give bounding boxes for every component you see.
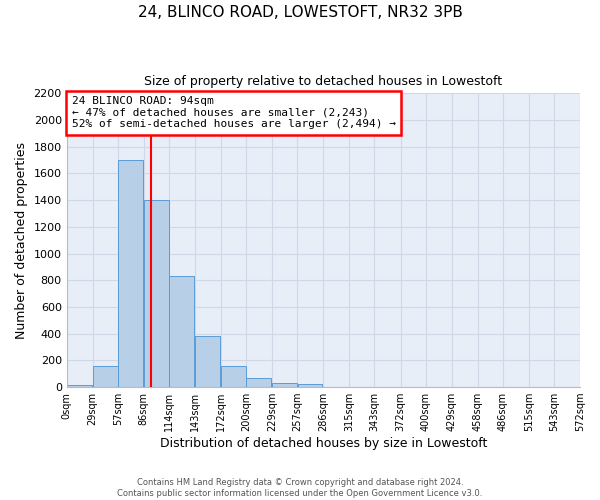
Text: Contains HM Land Registry data © Crown copyright and database right 2024.
Contai: Contains HM Land Registry data © Crown c… — [118, 478, 482, 498]
Title: Size of property relative to detached houses in Lowestoft: Size of property relative to detached ho… — [144, 75, 502, 88]
Bar — [67, 385, 92, 387]
Bar — [93, 366, 118, 387]
Bar — [195, 336, 220, 387]
Bar — [247, 378, 271, 387]
Bar — [272, 383, 297, 387]
Text: 24 BLINCO ROAD: 94sqm
← 47% of detached houses are smaller (2,243)
52% of semi-d: 24 BLINCO ROAD: 94sqm ← 47% of detached … — [72, 96, 396, 130]
Bar — [221, 366, 246, 387]
Bar — [144, 200, 169, 387]
Bar — [298, 384, 322, 387]
Bar — [118, 160, 143, 387]
Text: 24, BLINCO ROAD, LOWESTOFT, NR32 3PB: 24, BLINCO ROAD, LOWESTOFT, NR32 3PB — [137, 5, 463, 20]
Bar — [169, 276, 194, 387]
X-axis label: Distribution of detached houses by size in Lowestoft: Distribution of detached houses by size … — [160, 437, 487, 450]
Y-axis label: Number of detached properties: Number of detached properties — [15, 142, 28, 338]
